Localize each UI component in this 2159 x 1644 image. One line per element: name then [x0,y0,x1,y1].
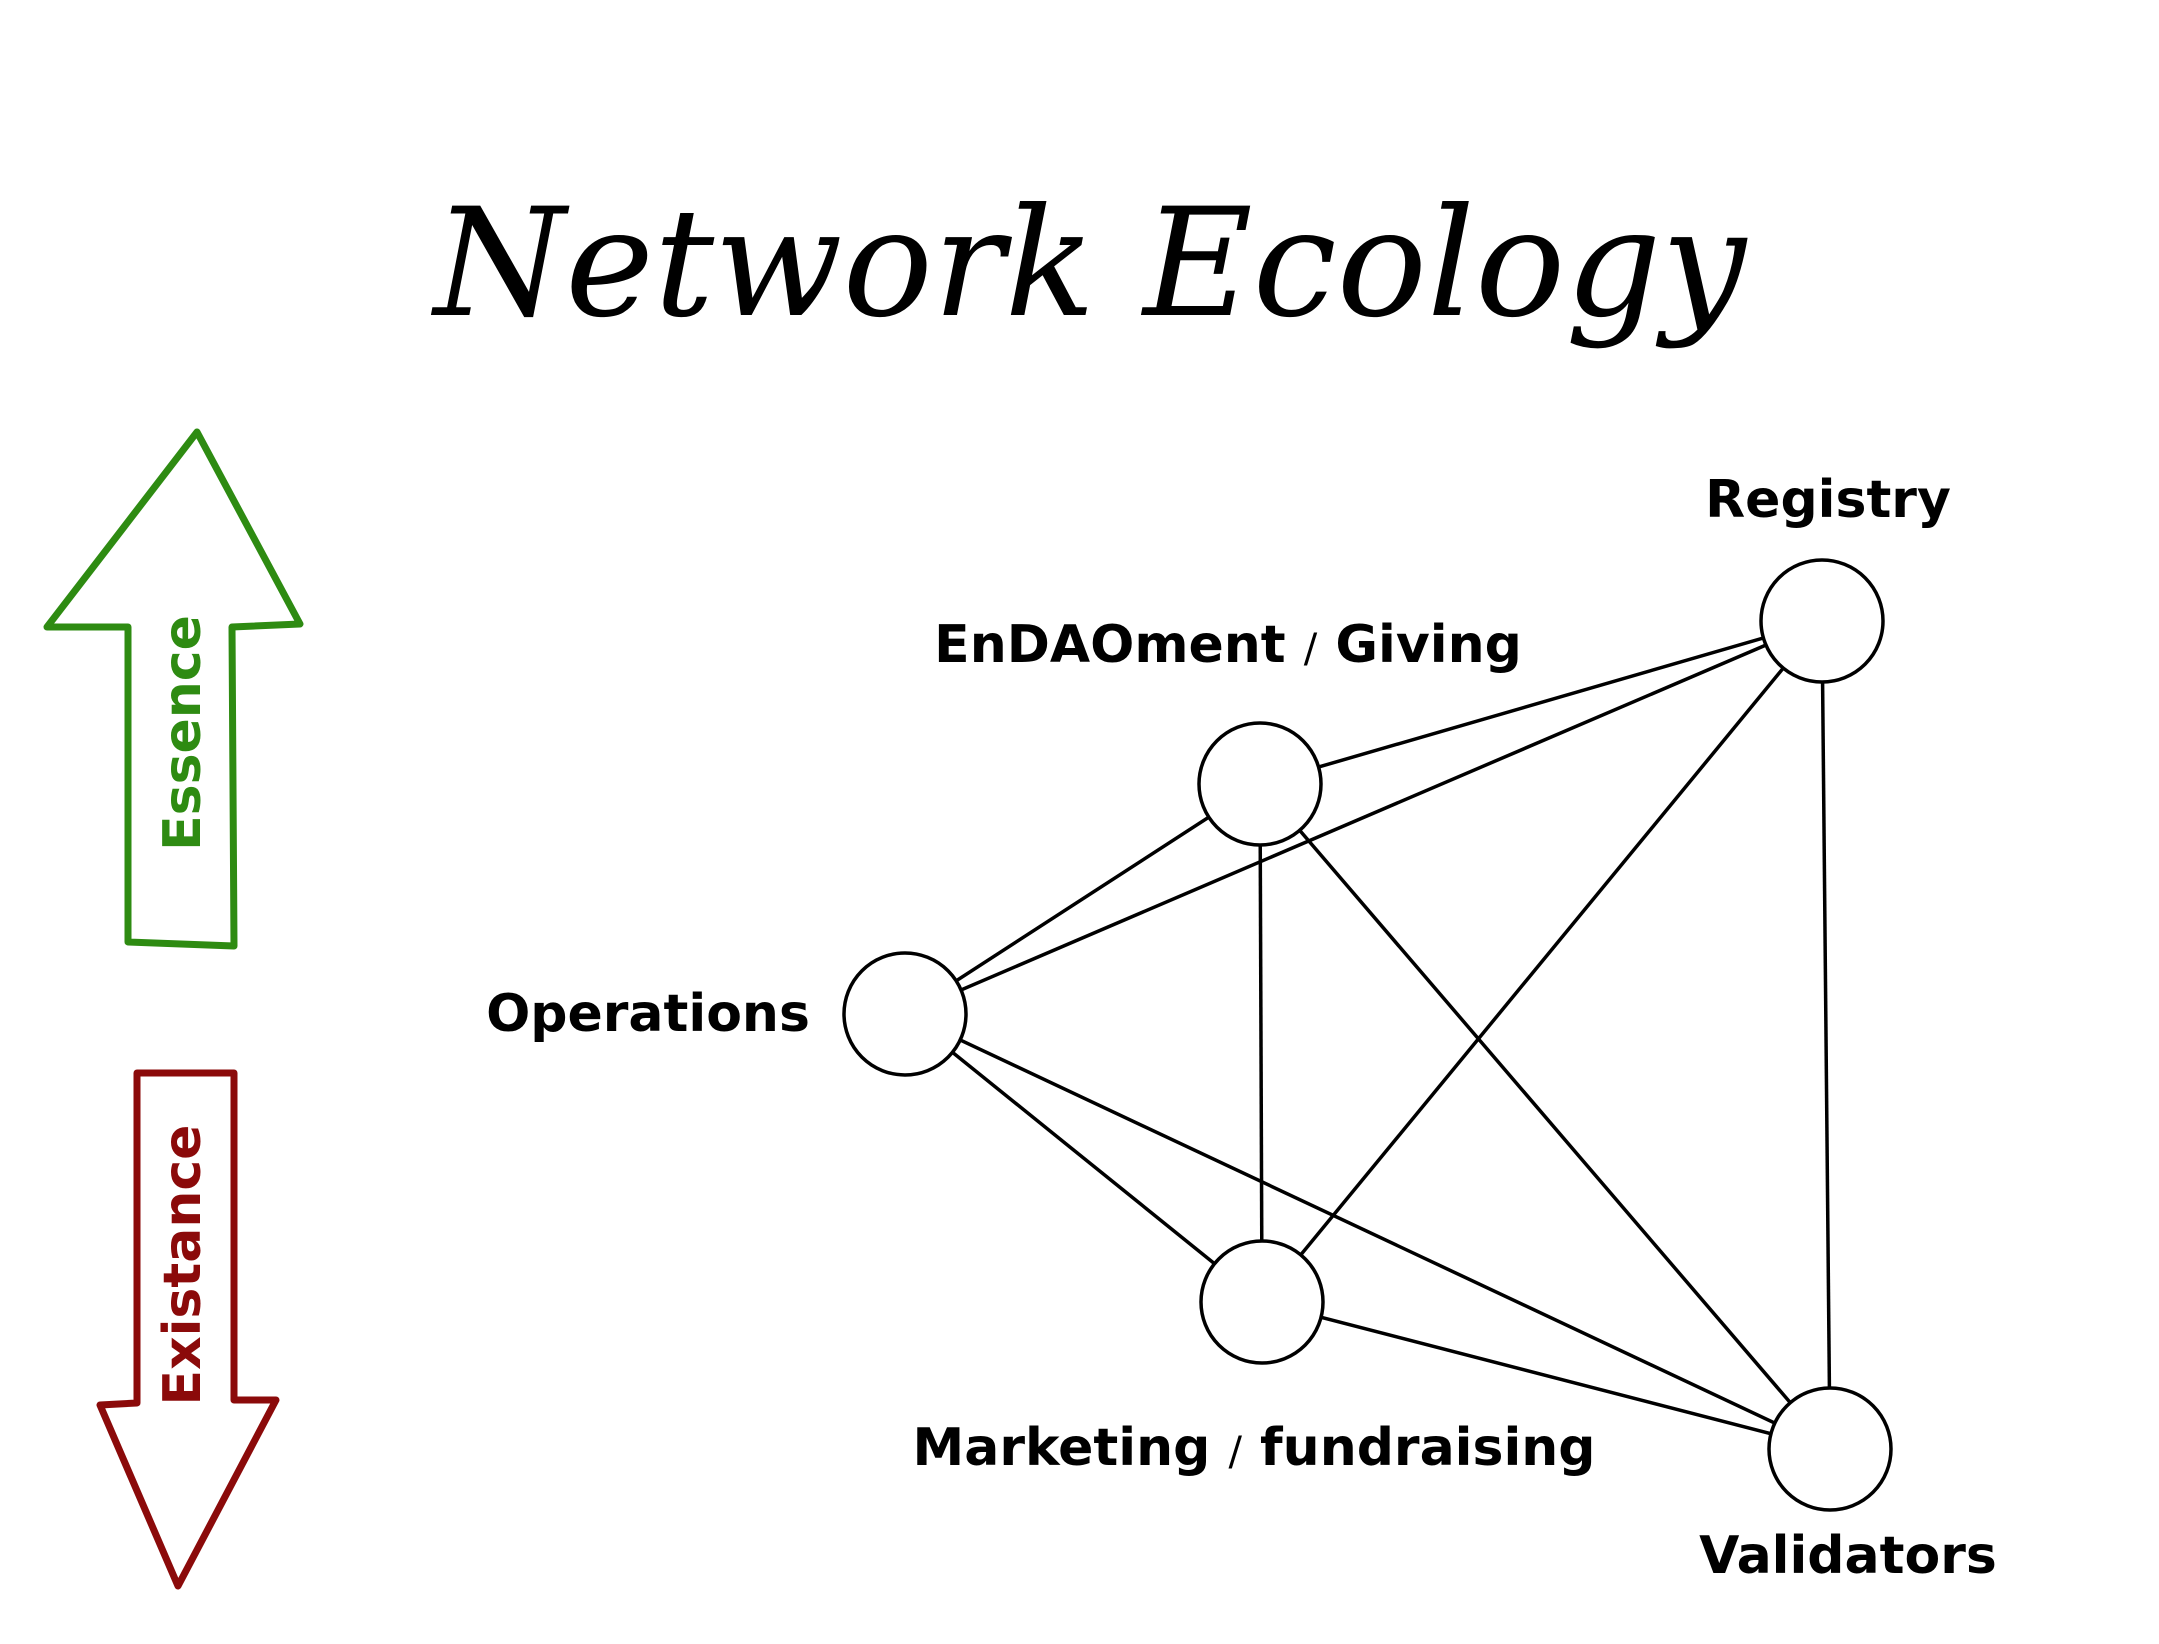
edge-registry-operations [904,619,1823,1016]
label-marketing-part1: Marketing [912,1418,1210,1478]
edge-operations-validators [904,1012,1831,1451]
edge-endaoment-operations [904,782,1261,1016]
existance-arrow-shape [96,1069,280,1590]
label-operations: Operations [486,984,810,1044]
node-validators [1767,1386,1893,1512]
existance-arrow: Existance [96,1069,280,1590]
essence-arrow: Essence [43,428,304,950]
network-edges [903,619,1832,1451]
node-operations [842,951,968,1077]
node-endaoment [1197,721,1323,847]
edge-registry-marketing [1260,619,1824,1304]
essence-arrow-shape [43,428,304,950]
label-endaoment-part2: Giving [1335,615,1521,675]
existance-arrow-label: Existance [153,1125,213,1406]
label-registry: Registry [1705,470,1951,530]
edge-registry-validators [1820,620,1832,1450]
label-marketing-part2: fundraising [1260,1418,1595,1478]
edge-operations-marketing [903,1012,1264,1304]
edge-marketing-validators [1261,1300,1831,1451]
label-marketing: Marketing / fundraising [912,1418,1595,1478]
edge-endaoment-registry [1259,619,1823,786]
edge-endaoment-validators [1258,782,1832,1451]
network-nodes [842,558,1893,1512]
essence-arrow-label: Essence [153,615,213,851]
edge-endaoment-marketing [1258,783,1264,1303]
label-endaoment: EnDAOment / Giving [934,615,1522,675]
label-endaoment-part1: EnDAOment [934,615,1285,675]
node-registry [1759,558,1885,684]
label-marketing-separator: / [1228,1429,1242,1475]
slide-title: Network Ecology [431,177,1748,351]
label-validators: Validators [1699,1526,1997,1586]
node-marketing [1199,1239,1325,1365]
label-endaoment-separator: / [1304,626,1318,672]
